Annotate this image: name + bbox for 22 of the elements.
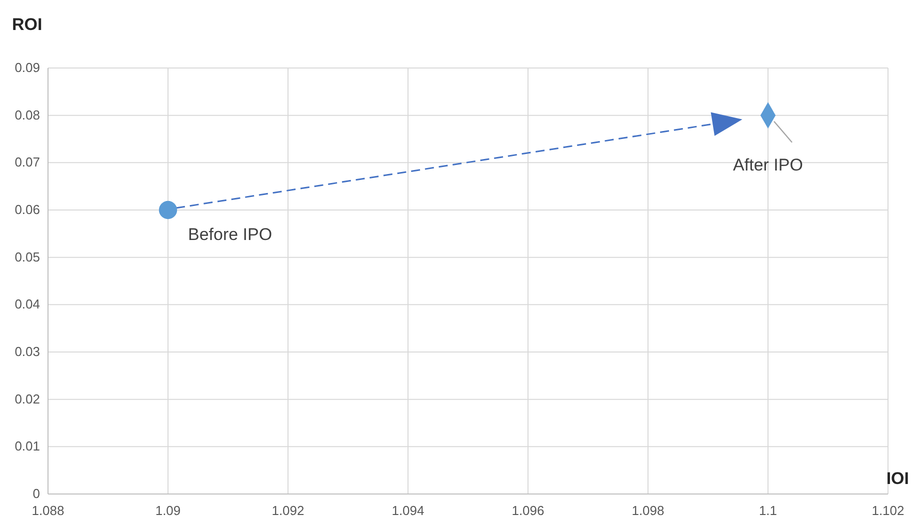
x-tick-label: 1.092 [272, 503, 304, 518]
y-tick-label: 0.09 [14, 60, 40, 75]
y-tick-label: 0.05 [14, 249, 40, 264]
y-tick-label: 0.08 [14, 107, 40, 122]
y-tick-label: 0.06 [14, 202, 40, 217]
text: After IPO [733, 155, 803, 174]
x-tick-label: 1.096 [512, 503, 544, 518]
y-tick-label: 0.02 [14, 391, 40, 406]
x-tick-label: 1.088 [32, 503, 64, 518]
x-tick-label: 1.094 [392, 503, 424, 518]
x-tick-label: 1.098 [632, 503, 664, 518]
x-tick-label: 1.09 [155, 503, 181, 518]
y-tick-label: 0.03 [14, 344, 40, 359]
x-tick-label: 1.102 [872, 503, 904, 518]
y-axis-title: ROI [12, 15, 42, 34]
x-tick-label: 1.1 [758, 503, 778, 518]
y-tick-label: 0 [32, 486, 40, 501]
y-tick-label: 0.01 [14, 438, 40, 454]
y-tick-label: 0.07 [14, 154, 40, 170]
series-label: Before IPO [188, 225, 272, 244]
x-axis-title: IOI [886, 469, 909, 488]
y-tick-label: 0.04 [14, 296, 40, 312]
